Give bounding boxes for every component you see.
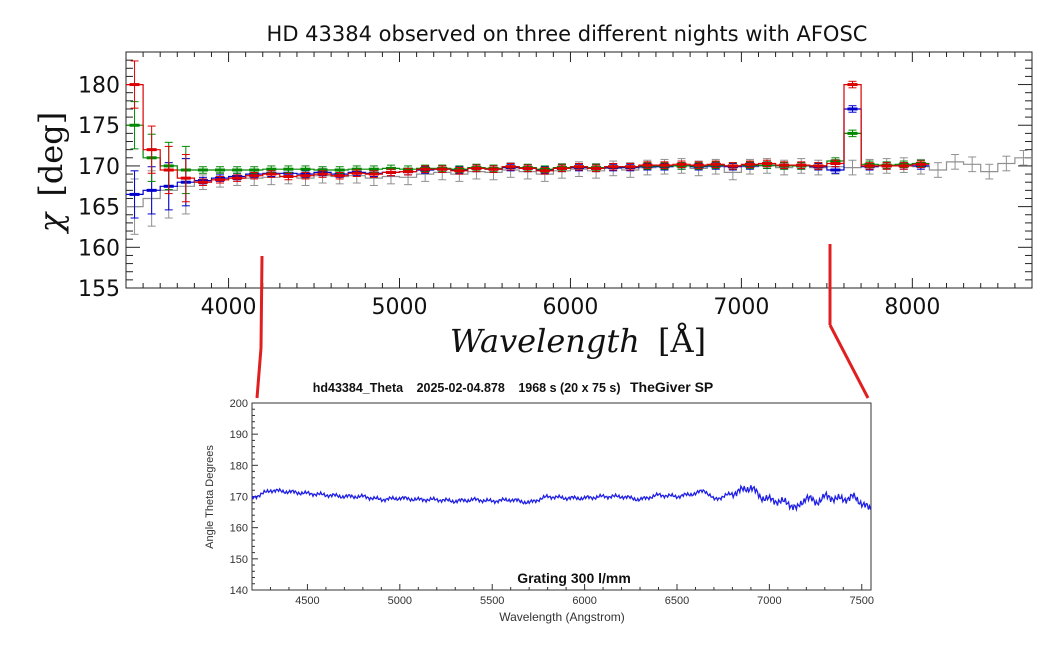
bottom-title-software: TheGiver SP xyxy=(630,379,713,395)
bottom-x-tick-label: 5000 xyxy=(388,595,412,607)
top-y-tick-label: 165 xyxy=(78,196,120,221)
bottom-chart-title: hd43384_Theta 2025-02-04.878 1968 s (20 … xyxy=(313,379,714,395)
top-x-axis-label: Wavelength [Å] xyxy=(450,322,706,360)
bottom-title-exposure: 1968 s (20 x 75 s) xyxy=(518,381,620,395)
bottom-title-date: 2025-02-04.878 xyxy=(417,381,505,395)
top-y-tick-label: 170 xyxy=(78,155,120,180)
bottom-x-tick-label: 7500 xyxy=(850,595,874,607)
bottom-x-tick-labels: 4500 5000 5500 6000 6500 7000 7500 xyxy=(295,595,874,607)
bottom-y-tick-label: 180 xyxy=(230,460,248,472)
top-y-axis-unit: [deg] xyxy=(32,112,70,197)
top-y-tick-labels: 155 160 165 170 175 180 xyxy=(78,74,120,302)
connector-line-left xyxy=(259,255,264,349)
bottom-chart: hd43384_Theta 2025-02-04.878 1968 s (20 … xyxy=(204,379,874,624)
bottom-annotation: Grating 300 l/mm xyxy=(517,570,631,586)
top-plot-frame xyxy=(125,51,1033,289)
bottom-x-tick-label: 7000 xyxy=(757,595,781,607)
top-y-axis-symbol: χ xyxy=(32,211,70,234)
top-y-tick-label: 180 xyxy=(78,74,120,99)
bottom-title-object: hd43384_Theta xyxy=(313,381,404,395)
connector-line-left-lower xyxy=(255,347,263,399)
top-series-4 xyxy=(126,60,930,203)
top-y-tick-label: 160 xyxy=(78,236,120,261)
top-chart-title: HD 43384 observed on three different nig… xyxy=(267,22,868,46)
bottom-x-tick-label: 5500 xyxy=(480,595,504,607)
top-y-tick-label: 155 xyxy=(78,277,120,302)
bottom-x-tick-label: 6500 xyxy=(665,595,689,607)
bottom-x-tick-label: 6000 xyxy=(572,595,596,607)
top-x-tick-label: 8000 xyxy=(884,295,940,320)
top-x-tick-label: 6000 xyxy=(542,295,598,320)
top-x-tick-labels: 4000 5000 6000 7000 8000 xyxy=(201,295,941,320)
top-series-step-line xyxy=(126,108,930,195)
top-y-axis-label: χ [deg] xyxy=(32,112,70,234)
bottom-y-tick-labels: 140 150 160 170 180 190 200 xyxy=(230,398,248,597)
top-series-3 xyxy=(126,101,930,195)
top-y-tick-label: 175 xyxy=(78,114,120,139)
zoom-connector-lines xyxy=(255,244,870,399)
connector-line-right-lower xyxy=(828,324,870,399)
bottom-y-tick-label: 150 xyxy=(230,554,248,566)
top-chart: HD 43384 observed on three different nig… xyxy=(32,22,1033,360)
bottom-x-axis-label: Wavelength (Angstrom) xyxy=(499,610,625,624)
top-series-group xyxy=(126,60,1032,235)
top-x-axis-unit: [Å] xyxy=(658,322,706,360)
bottom-y-tick-label: 140 xyxy=(230,585,248,597)
bottom-y-axis-label: Angle Theta Degrees xyxy=(204,445,216,549)
top-series-step-line xyxy=(126,124,930,171)
bottom-axis-ticks xyxy=(252,402,863,591)
bottom-y-tick-label: 160 xyxy=(230,523,248,535)
bottom-y-tick-label: 170 xyxy=(230,492,248,504)
top-x-tick-label: 7000 xyxy=(713,295,769,320)
top-series-2 xyxy=(126,105,930,219)
bottom-series-line xyxy=(251,484,872,513)
top-x-axis-word: Wavelength xyxy=(450,322,640,360)
bottom-y-tick-label: 190 xyxy=(230,429,248,441)
top-axis-ticks xyxy=(126,51,1032,289)
bottom-series-group xyxy=(251,484,872,513)
top-x-tick-label: 5000 xyxy=(372,295,428,320)
top-x-tick-label: 4000 xyxy=(201,295,257,320)
bottom-y-tick-label: 200 xyxy=(230,398,248,410)
bottom-x-tick-label: 4500 xyxy=(295,595,319,607)
